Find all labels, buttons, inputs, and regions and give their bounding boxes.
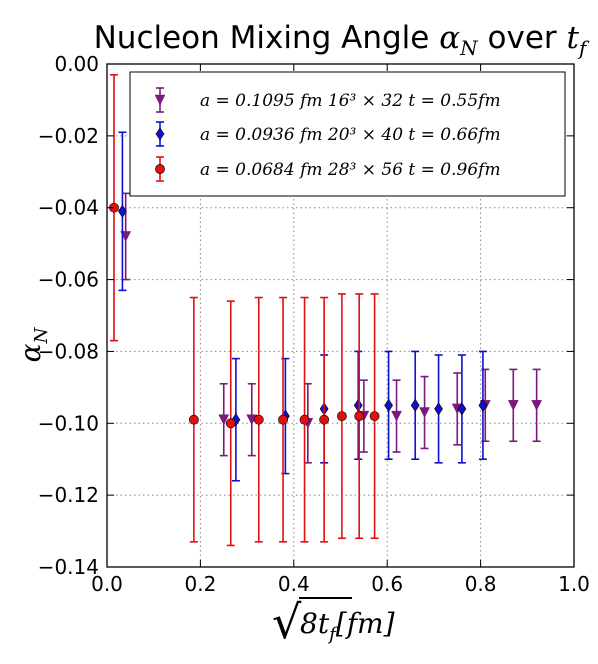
chart-title-prefix: Nucleon Mixing Angle <box>94 20 440 56</box>
axis-ticks: 0.0 0.2 0.4 0.6 0.8 1.0 0.00 −0.02 −0.04 −0.06 −0.… <box>38 52 590 596</box>
y-axis-label-alpha-sub: N <box>31 326 52 344</box>
data-point <box>507 400 519 411</box>
data-point <box>225 418 236 429</box>
y-tick-label: −0.12 <box>38 483 99 507</box>
legend-entry-0: a = 0.1095 fm 16³ × 32 t = 0.55fm <box>200 91 501 111</box>
plot-frame <box>106 63 575 568</box>
x-tick-label: 0.4 <box>278 572 310 596</box>
chart-title-alpha-sub: N <box>459 36 479 60</box>
x-axis-label-number: 8 <box>300 607 318 640</box>
data-point <box>299 414 310 425</box>
y-axis-label-alpha: α <box>14 343 47 362</box>
data-point <box>353 398 363 412</box>
legend-frame <box>129 71 566 197</box>
data-point <box>531 400 543 411</box>
y-tick-label: 0.00 <box>54 52 99 76</box>
chart-title-t: t <box>567 20 580 56</box>
data-point <box>118 204 127 218</box>
data-point <box>457 402 467 416</box>
data-series <box>109 73 543 547</box>
x-tick-label: 0.0 <box>91 572 123 596</box>
chart-title-middle: over <box>478 20 567 56</box>
data-point <box>434 402 443 416</box>
data-point <box>278 414 288 425</box>
y-tick-label: −0.10 <box>38 411 99 435</box>
y-tick-label: −0.04 <box>38 196 99 220</box>
legend: a = 0.1095 fm 16³ × 32 t = 0.55fm a = 0.… <box>129 71 566 197</box>
data-point <box>218 414 230 426</box>
chart-title-t-sub: f <box>577 36 590 60</box>
y-tick-label: −0.02 <box>38 124 99 148</box>
data-point <box>369 411 380 421</box>
legend-markers <box>154 87 166 182</box>
x-tick-label: 0.2 <box>184 572 216 596</box>
x-tick-label: 0.6 <box>371 572 403 596</box>
data-point <box>419 407 430 419</box>
x-axis-label: √ 8tf[fm] <box>272 595 395 649</box>
y-tick-label: −0.14 <box>38 555 99 579</box>
x-tick-label: 0.8 <box>465 572 497 596</box>
data-point <box>478 398 488 412</box>
data-point <box>384 398 393 412</box>
data-point <box>253 414 264 425</box>
x-axis-label-body: 8tf[fm] <box>300 607 395 645</box>
series-2 <box>109 73 380 547</box>
legend-marker <box>154 94 166 106</box>
data-point <box>391 410 402 422</box>
y-tick-label: −0.08 <box>38 339 99 363</box>
x-axis-label-unit: [fm] <box>336 607 395 640</box>
legend-marker <box>155 127 165 141</box>
data-point <box>319 414 330 425</box>
data-point <box>354 411 365 421</box>
chart-title-alpha: α <box>439 20 460 56</box>
legend-marker <box>155 164 165 174</box>
data-point <box>337 411 347 421</box>
x-tick-label: 1.0 <box>558 572 590 596</box>
data-point <box>410 398 420 412</box>
y-axis-label: αN <box>14 326 52 362</box>
series-0 <box>120 192 543 464</box>
y-tick-label: −0.06 <box>38 268 99 292</box>
legend-entry-1: a = 0.0936 fm 20³ × 40 t = 0.66fm <box>200 125 501 145</box>
data-point <box>188 414 199 425</box>
chart-title: Nucleon Mixing Angle αN over tf <box>94 20 590 60</box>
x-axis-label-t: t <box>318 607 330 640</box>
legend-entry-2: a = 0.0684 fm 28³ × 56 t = 0.96fm <box>200 160 501 180</box>
x-axis-label-root: √ <box>272 595 302 649</box>
